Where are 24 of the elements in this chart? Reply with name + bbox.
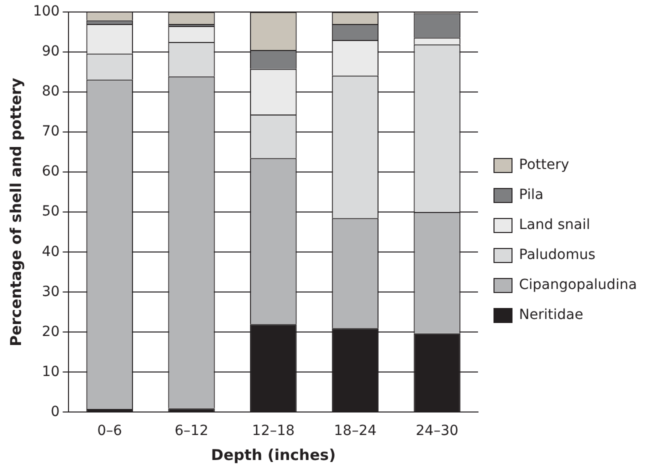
x-tick-label: 24–30 [416, 423, 458, 440]
y-tick-label: 100 [32, 4, 60, 20]
y-tick-label: 20 [42, 324, 60, 340]
y-tick-label: 70 [42, 124, 60, 140]
legend-label: Cipangopaludina [519, 277, 637, 294]
y-tick-label: 10 [42, 364, 60, 380]
legend-label: Pottery [519, 157, 570, 174]
x-tick-label: 18–24 [334, 423, 377, 440]
legend-label: Paludomus [519, 247, 596, 264]
y-tick-label: 0 [50, 404, 60, 420]
y-tick-label: 60 [42, 164, 60, 180]
x-axis-title: Depth (inches) [211, 446, 336, 464]
legend-label: Land snail [519, 217, 590, 234]
x-tick-label: 0–6 [97, 423, 122, 440]
y-tick-label: 30 [42, 284, 60, 300]
x-tick-label: 6–12 [174, 423, 208, 440]
y-tick-label: 50 [42, 204, 60, 220]
y-tick-label: 90 [42, 44, 60, 60]
y-axis-title: Percentage of shell and pottery [6, 78, 25, 346]
y-tick-label: 80 [42, 84, 60, 100]
x-tick-label: 12–18 [252, 423, 295, 440]
legend-label: Neritidae [519, 307, 584, 324]
y-tick-label: 40 [42, 244, 60, 260]
legend-label: Pila [519, 187, 544, 204]
